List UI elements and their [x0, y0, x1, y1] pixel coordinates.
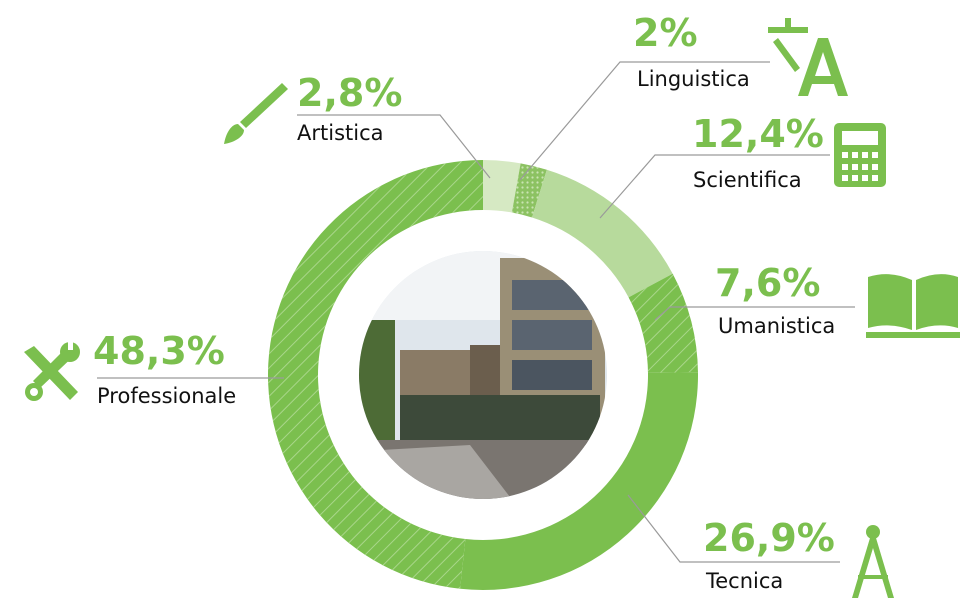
- photo: [355, 250, 615, 510]
- value-label: 26,9%: [703, 516, 835, 560]
- category-label: Umanistica: [718, 314, 835, 338]
- value-label: 2,8%: [297, 71, 402, 115]
- category-label: Linguistica: [637, 67, 750, 91]
- value-label: 12,4%: [692, 112, 824, 156]
- category-label: Scientifica: [693, 168, 802, 192]
- value-label: 7,6%: [715, 261, 820, 305]
- chart: 2,8% Artistica 2% Linguistica 12,4% Scientifi…: [0, 0, 961, 601]
- value-label: 2%: [633, 11, 698, 55]
- category-label: Artistica: [297, 121, 384, 145]
- category-label: Professionale: [97, 384, 236, 408]
- category-label: Tecnica: [705, 569, 783, 593]
- page: {"chart_data": {"type": "donut", "catego…: [0, 0, 961, 601]
- value-label: 48,3%: [93, 329, 225, 373]
